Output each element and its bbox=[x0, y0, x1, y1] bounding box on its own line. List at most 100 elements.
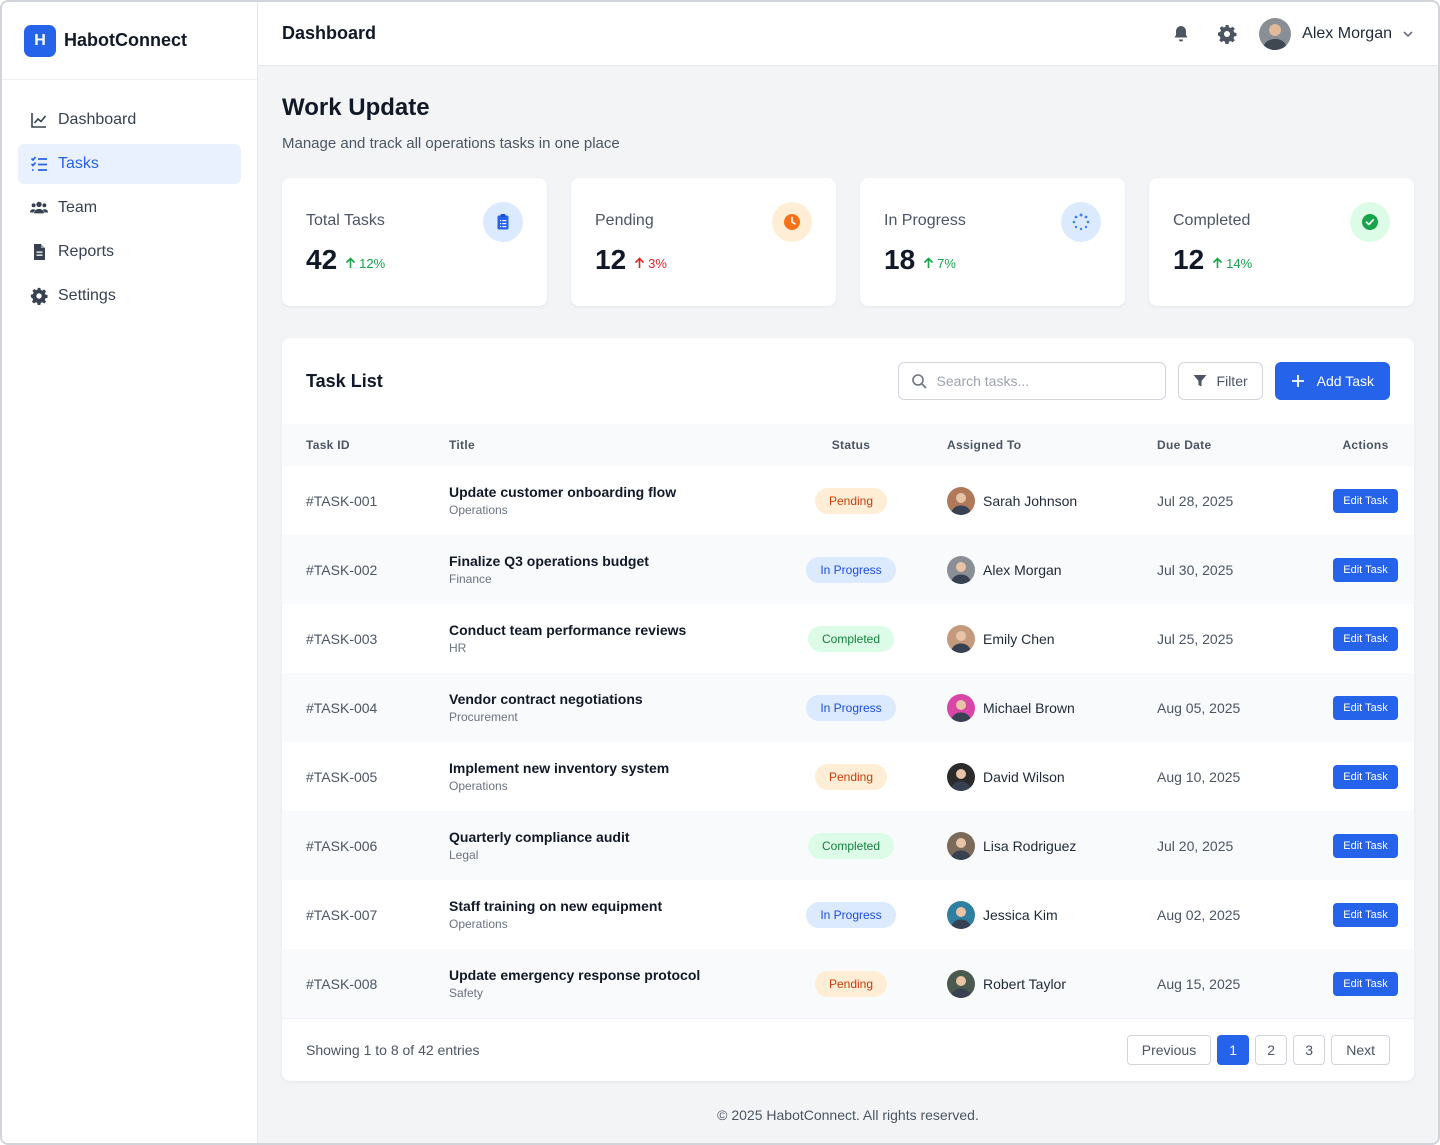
table-row: #TASK-006 Quarterly compliance audit Legal… bbox=[282, 811, 1414, 880]
sidebar-item-tasks[interactable]: Tasks bbox=[18, 144, 241, 184]
column-header-assigned-to[interactable]: Assigned To bbox=[947, 438, 1022, 452]
add-task-button[interactable]: Add Task bbox=[1274, 362, 1390, 400]
status-badge: In Progress bbox=[806, 694, 896, 721]
tasks-icon bbox=[30, 155, 48, 173]
task-category: Safety bbox=[449, 986, 484, 1000]
stat-change-value: 12% bbox=[359, 255, 386, 271]
task-title-cell: Finalize Q3 operations budget Finance bbox=[449, 535, 755, 604]
stat-change: 14% bbox=[1212, 256, 1252, 271]
filter-label: Filter bbox=[1216, 373, 1248, 389]
search-input[interactable] bbox=[936, 373, 1137, 389]
edit-task-button[interactable]: Edit Task bbox=[1333, 833, 1398, 858]
clipboard-icon bbox=[483, 202, 523, 242]
task-status-cell: Pending bbox=[755, 466, 947, 535]
arrow-up-icon bbox=[346, 257, 356, 268]
user-menu[interactable]: Alex Morgan bbox=[1259, 17, 1414, 50]
pagination-page[interactable]: 3 bbox=[1293, 1035, 1326, 1065]
spinner-icon bbox=[1061, 202, 1101, 242]
table-row: #TASK-002 Finalize Q3 operations budget Fi… bbox=[282, 535, 1414, 604]
stat-change-value: 7% bbox=[937, 255, 956, 271]
assignee-name: Robert Taylor bbox=[983, 975, 1067, 992]
bell-icon[interactable] bbox=[1171, 24, 1191, 44]
sidebar-item-reports[interactable]: Reports bbox=[18, 232, 241, 272]
task-actions-cell: Edit Task bbox=[1317, 466, 1414, 535]
stats-row: Total Tasks 42 12% Pending 12 bbox=[282, 178, 1414, 306]
users-icon bbox=[30, 199, 48, 217]
task-due-date: Aug 10, 2025 bbox=[1157, 768, 1241, 785]
task-title-cell: Vendor contract negotiations Procurement bbox=[449, 673, 755, 742]
edit-task-button[interactable]: Edit Task bbox=[1333, 971, 1398, 996]
task-id: #TASK-008 bbox=[306, 975, 378, 992]
stat-value: 18 bbox=[884, 244, 916, 275]
task-id: #TASK-007 bbox=[306, 906, 378, 923]
filter-button[interactable]: Filter bbox=[1177, 362, 1263, 400]
edit-task-button[interactable]: Edit Task bbox=[1333, 626, 1398, 651]
pagination-page[interactable]: 1 bbox=[1217, 1035, 1250, 1065]
task-actions-cell: Edit Task bbox=[1317, 949, 1414, 1018]
task-title: Implement new inventory system bbox=[449, 760, 670, 776]
stat-value: 12 bbox=[1173, 244, 1205, 275]
task-assignee-cell: Emily Chen bbox=[947, 604, 1157, 673]
stat-label: Completed bbox=[1173, 212, 1251, 229]
pagination-previous[interactable]: Previous bbox=[1126, 1035, 1212, 1065]
assignee-name: Lisa Rodriguez bbox=[983, 837, 1077, 854]
assignee-name: Emily Chen bbox=[983, 630, 1055, 647]
task-title: Vendor contract negotiations bbox=[449, 691, 643, 707]
edit-task-button[interactable]: Edit Task bbox=[1333, 902, 1398, 927]
edit-task-button[interactable]: Edit Task bbox=[1333, 488, 1398, 513]
column-header-actions: Actions bbox=[1342, 438, 1389, 452]
chart-line-icon bbox=[30, 111, 48, 129]
column-header-status[interactable]: Status bbox=[831, 438, 871, 452]
task-id: #TASK-003 bbox=[306, 630, 378, 647]
edit-task-button[interactable]: Edit Task bbox=[1333, 557, 1398, 582]
task-due-date: Aug 05, 2025 bbox=[1157, 699, 1241, 716]
task-due-date: Jul 20, 2025 bbox=[1157, 837, 1234, 854]
task-actions-cell: Edit Task bbox=[1317, 673, 1414, 742]
table-row: #TASK-003 Conduct team performance review… bbox=[282, 604, 1414, 673]
stat-card-completed: Completed 12 14% bbox=[1149, 178, 1414, 306]
avatar bbox=[947, 624, 975, 653]
avatar bbox=[947, 831, 975, 860]
column-header-due-date[interactable]: Due Date bbox=[1157, 438, 1212, 452]
task-title: Update customer onboarding flow bbox=[449, 484, 677, 500]
entries-info: Showing 1 to 8 of 42 entries bbox=[306, 1042, 480, 1058]
stat-change-value: 14% bbox=[1226, 255, 1253, 271]
column-header-title[interactable]: Title bbox=[449, 438, 475, 452]
arrow-up-icon bbox=[924, 257, 934, 268]
gear-icon bbox=[30, 287, 48, 305]
pagination-page[interactable]: 2 bbox=[1255, 1035, 1288, 1065]
sidebar-item-label: Reports bbox=[58, 243, 115, 260]
avatar bbox=[947, 486, 975, 515]
settings-gear-icon[interactable] bbox=[1217, 24, 1237, 44]
task-title: Staff training on new equipment bbox=[449, 898, 663, 914]
avatar bbox=[947, 693, 975, 722]
status-badge: Completed bbox=[807, 832, 895, 859]
sidebar-item-dashboard[interactable]: Dashboard bbox=[18, 100, 241, 140]
sidebar-item-label: Settings bbox=[58, 287, 116, 304]
sidebar: H HabotConnect Dashboard Tasks Team bbox=[2, 2, 258, 1143]
page-footer: © 2025 HabotConnect. All rights reserved… bbox=[717, 1107, 979, 1123]
sidebar-item-team[interactable]: Team bbox=[18, 188, 241, 228]
sidebar-item-settings[interactable]: Settings bbox=[18, 276, 241, 316]
column-header-task-id[interactable]: Task ID bbox=[306, 438, 350, 452]
edit-task-button[interactable]: Edit Task bbox=[1333, 764, 1398, 789]
avatar bbox=[947, 900, 975, 929]
task-due-date: Aug 02, 2025 bbox=[1157, 906, 1241, 923]
task-actions-cell: Edit Task bbox=[1317, 742, 1414, 811]
task-assignee-cell: David Wilson bbox=[947, 742, 1157, 811]
user-name: Alex Morgan bbox=[1302, 24, 1392, 42]
task-title: Quarterly compliance audit bbox=[449, 829, 630, 845]
task-due-date: Aug 15, 2025 bbox=[1157, 975, 1241, 992]
pagination-next[interactable]: Next bbox=[1331, 1035, 1390, 1065]
task-table: Task ID Title Status Assigned To Due Dat… bbox=[282, 424, 1414, 1018]
stat-change: 12% bbox=[345, 256, 385, 271]
status-badge: Pending bbox=[814, 763, 888, 790]
add-task-label: Add Task bbox=[1316, 373, 1374, 389]
task-title-cell: Update emergency response protocol Safety bbox=[449, 949, 755, 1018]
task-title-cell: Update customer onboarding flow Operation… bbox=[449, 466, 755, 535]
task-title-cell: Implement new inventory system Operations bbox=[449, 742, 755, 811]
task-category: HR bbox=[449, 641, 467, 655]
edit-task-button[interactable]: Edit Task bbox=[1333, 695, 1398, 720]
task-list-panel: Task List Filter Add Task Task ID bbox=[282, 338, 1414, 1081]
